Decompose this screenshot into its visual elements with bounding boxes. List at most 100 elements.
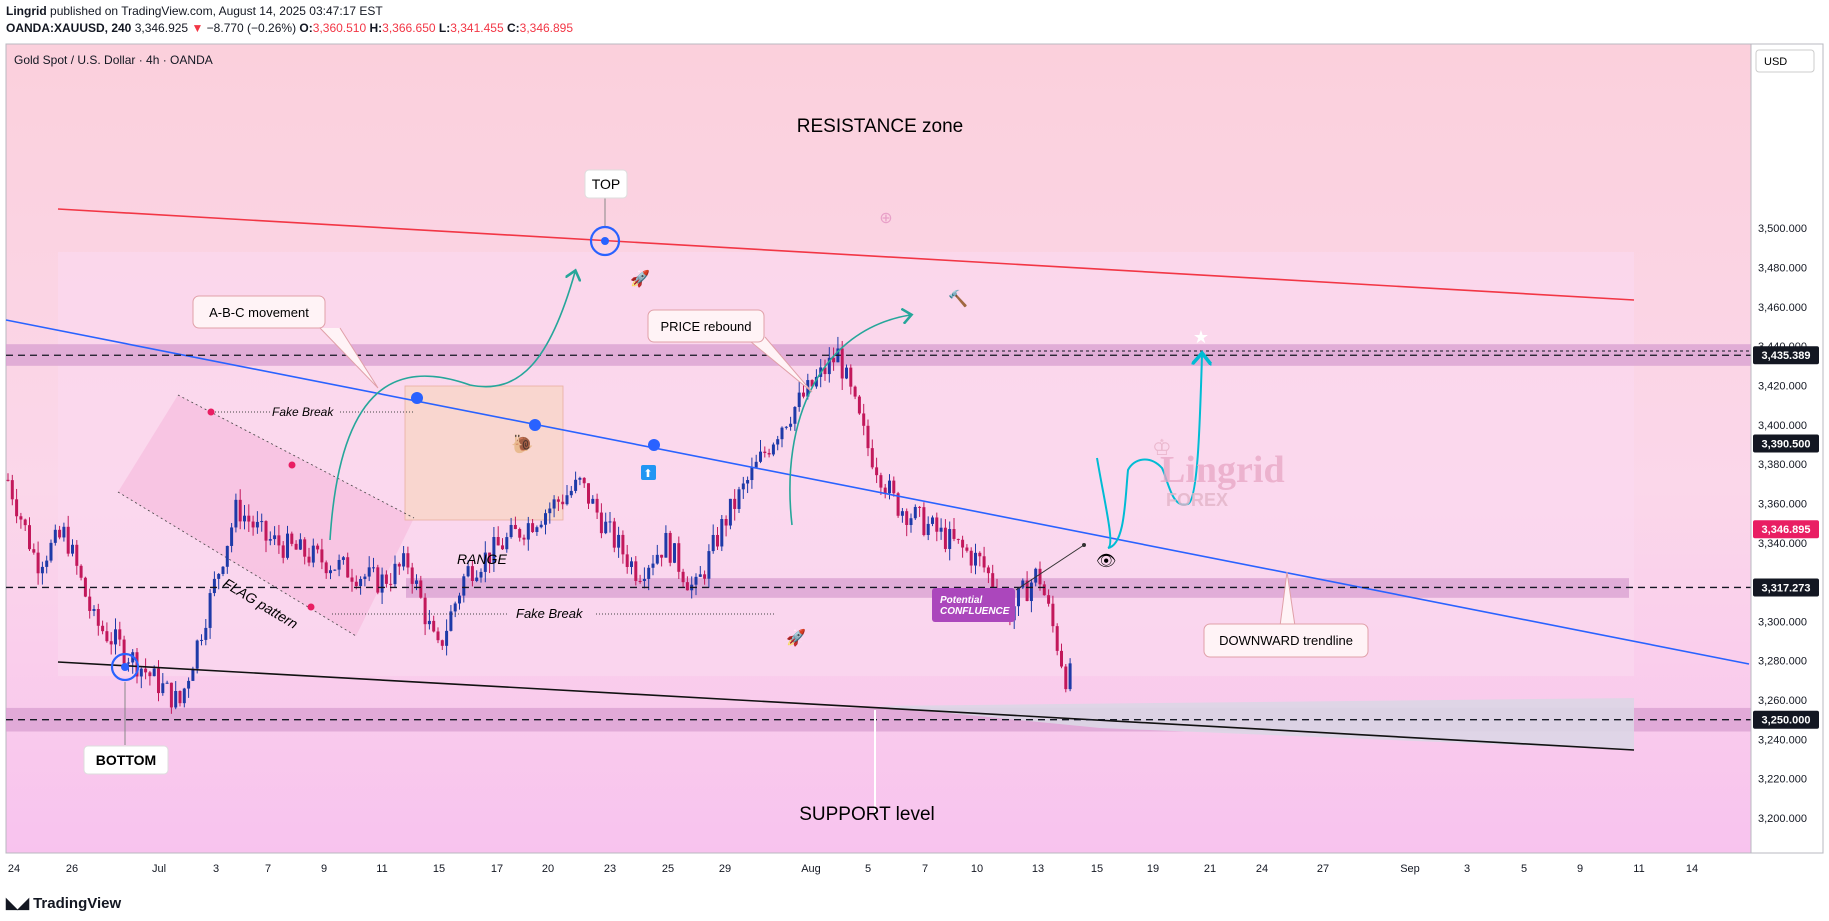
- alert-icon[interactable]: ⊕: [879, 210, 892, 227]
- downward-trendline[interactable]: [5, 319, 1750, 665]
- candle: [1060, 650, 1063, 667]
- candle: [733, 498, 737, 509]
- candle: [617, 534, 621, 548]
- close-value: 3,346.895: [519, 21, 574, 35]
- candle: [178, 691, 182, 704]
- candle: [462, 576, 466, 596]
- candle: [780, 427, 784, 440]
- candle: [931, 517, 934, 524]
- candle: [694, 576, 698, 585]
- candle: [251, 521, 255, 528]
- candle: [105, 631, 109, 642]
- y-tick-label: 3,400.000: [1758, 420, 1807, 432]
- candle: [427, 620, 431, 625]
- candle: [501, 545, 504, 550]
- candle: [458, 595, 461, 604]
- x-tick-label: 15: [1091, 863, 1103, 875]
- confluence-label-2: CONFLUENCE: [940, 606, 1010, 617]
- candle: [776, 439, 780, 445]
- candle: [1034, 568, 1038, 583]
- candle: [346, 557, 350, 578]
- candle: [281, 545, 285, 558]
- bottom-marker[interactable]: [110, 652, 140, 682]
- candle: [217, 573, 221, 579]
- y-tick-label: 3,220.000: [1758, 774, 1807, 786]
- candle: [647, 567, 651, 579]
- candle: [376, 567, 380, 593]
- candle: [410, 567, 414, 584]
- candle: [741, 483, 745, 490]
- support-trendline[interactable]: [57, 661, 1635, 751]
- candle: [556, 499, 560, 502]
- price-tag: [1753, 578, 1819, 597]
- x-tick-label: 3: [1464, 863, 1470, 875]
- info-icon[interactable]: [641, 465, 656, 480]
- candle: [221, 566, 225, 574]
- candle: [440, 640, 444, 646]
- watermark-lingrid: Lingrid: [1160, 449, 1285, 491]
- candle: [161, 683, 165, 694]
- x-tick-label: 21: [1204, 863, 1216, 875]
- candle: [1047, 595, 1051, 604]
- x-tick-label: 26: [66, 863, 78, 875]
- price-tag-label: 3,390.500: [1762, 438, 1811, 450]
- candle: [630, 561, 633, 567]
- candle: [83, 577, 87, 597]
- x-tick-label: 15: [433, 863, 445, 875]
- y-tick-label: 3,500.000: [1758, 223, 1807, 235]
- candle: [415, 580, 418, 584]
- candle: [260, 521, 264, 523]
- candle: [991, 573, 995, 589]
- low-value: 3,341.455: [450, 21, 504, 35]
- candle: [677, 543, 681, 572]
- x-tick-label: 19: [1147, 863, 1159, 875]
- candle: [402, 553, 406, 567]
- x-tick-label: Aug: [801, 863, 821, 875]
- currency-button[interactable]: [1755, 49, 1815, 73]
- x-tick-label: 29: [719, 863, 731, 875]
- candle: [673, 543, 676, 563]
- eye-icon: 👁: [1096, 553, 1116, 570]
- candle: [513, 524, 517, 530]
- x-tick-label: 27: [1317, 863, 1329, 875]
- abc-arrow: [329, 272, 575, 541]
- range-box: [404, 385, 564, 521]
- candle: [853, 386, 857, 397]
- candle: [952, 529, 956, 539]
- candle: [384, 574, 388, 584]
- x-tick-label: 17: [491, 863, 503, 875]
- candle: [62, 526, 66, 538]
- y-tick-label: 3,260.000: [1758, 695, 1807, 707]
- candle: [273, 535, 277, 540]
- svg-text:⬆: ⬆: [643, 468, 652, 480]
- candle: [969, 550, 973, 566]
- x-tick-label: 10: [971, 863, 983, 875]
- candle: [827, 357, 831, 375]
- time-axis[interactable]: 24 26 Jul 3 7 9 11 15 17 20 23 25 29 Aug 5 7 10 13 15 19 21 2…: [8, 863, 1698, 875]
- tradingview-brand: TradingView: [33, 894, 122, 912]
- y-tick-label: 3,340.000: [1758, 538, 1807, 550]
- candle: [36, 552, 40, 574]
- candle: [746, 480, 750, 484]
- watermark-forex: FOREX: [1166, 490, 1228, 510]
- hammer-icon: 🔨: [948, 289, 968, 308]
- x-tick-label: 9: [1577, 863, 1583, 875]
- open-value: 3,360.510: [312, 21, 367, 35]
- candle: [763, 451, 767, 454]
- candle: [888, 480, 891, 494]
- crown-icon: ♔: [1152, 435, 1172, 460]
- candle: [922, 507, 926, 536]
- candle: [767, 453, 771, 455]
- resistance-trendline[interactable]: [57, 208, 1635, 301]
- x-tick-label: 11: [1633, 863, 1644, 875]
- author-name[interactable]: Lingrid: [6, 4, 47, 18]
- tradingview-logo[interactable]: ◣◢ TradingView: [6, 894, 122, 913]
- top-marker[interactable]: [589, 225, 621, 257]
- candle: [453, 603, 457, 612]
- candle: [316, 545, 320, 550]
- candle: [707, 551, 711, 579]
- candle: [879, 475, 883, 488]
- candle: [724, 519, 728, 526]
- candle: [939, 527, 943, 532]
